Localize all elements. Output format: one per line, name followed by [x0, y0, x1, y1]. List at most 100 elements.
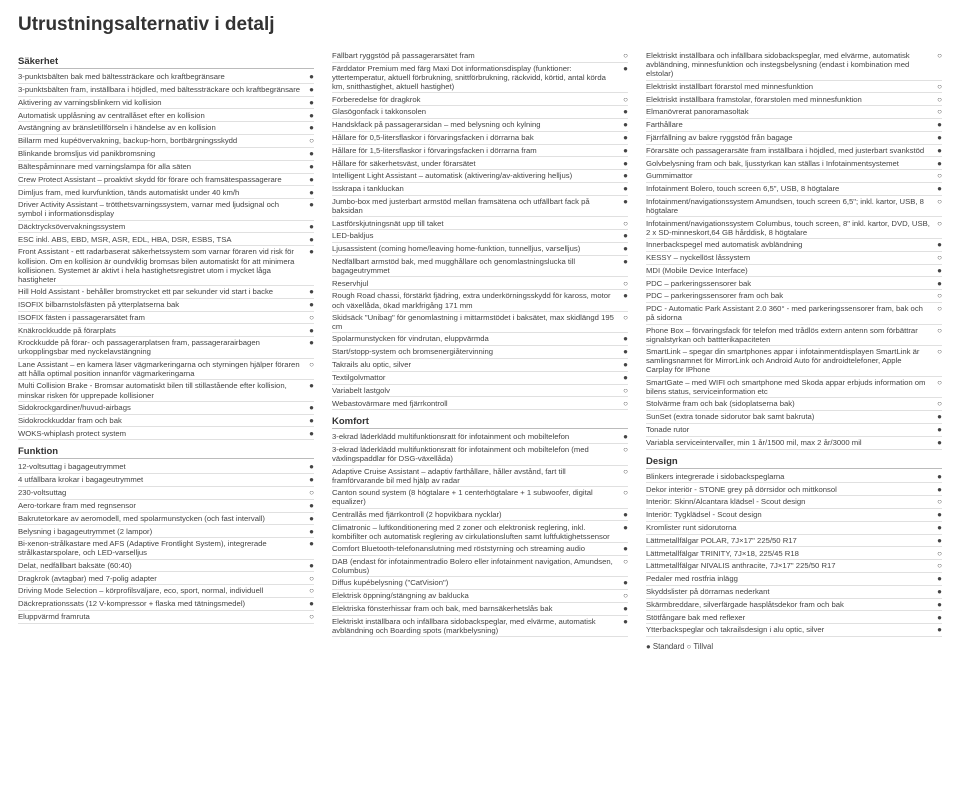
legend: ● Standard ○ Tillval [646, 642, 942, 651]
spec-label: 3-punktsbälten bak med bältessträckare o… [18, 72, 306, 81]
spec-mark: ● [620, 159, 628, 168]
spec-mark: ● [306, 599, 314, 608]
spec-mark: ● [620, 197, 628, 206]
spec-label: Kromlister runt sidorutorna [646, 523, 934, 532]
spec-label: SunSet (extra tonade sidorutor bak samt … [646, 412, 934, 421]
spec-mark: ● [620, 510, 628, 519]
spec-row: Canton sound system (8 högtalare + 1 cen… [332, 487, 628, 509]
spec-row: Infotainment/navigationssystem Columbus,… [646, 217, 942, 239]
spec-label: Nedfällbart armstöd bak, med mugghållare… [332, 257, 620, 275]
spec-mark: ● [306, 381, 314, 390]
spec-mark: ● [620, 360, 628, 369]
spec-mark: ○ [620, 591, 628, 600]
spec-label: Hill Hold Assistant - behåller bromstryc… [18, 287, 306, 296]
spec-mark: ○ [620, 557, 628, 566]
spec-row: Adaptive Cruise Assistant – adaptiv fart… [332, 466, 628, 488]
spec-row: Handskfack på passagerarsidan – med bely… [332, 119, 628, 132]
spec-label: Lättmetallfälgar TRINITY, 7J×18, 225/45 … [646, 549, 934, 558]
spec-label: Eluppvärmd framruta [18, 612, 306, 621]
spec-row: Aktivering av varningsblinkern vid kolli… [18, 97, 314, 110]
spec-label: Däckreprationssats (12 V-kompressor + fl… [18, 599, 306, 608]
spec-row: Bakrutetorkare av aeromodell, med spolar… [18, 513, 314, 526]
spec-label: Variabla serviceintervaller, min 1 år/15… [646, 438, 934, 447]
spec-label: Innerbackspegel med automatisk avbländni… [646, 240, 934, 249]
spec-label: Bi-xenon-strålkastare med AFS (Adaptive … [18, 539, 306, 557]
spec-label: Förarsäte och passagerarsäte fram instäl… [646, 146, 934, 155]
spec-row: Lastförskjutningsnät upp till taket○ [332, 217, 628, 230]
spec-mark: ● [620, 257, 628, 266]
spec-row: Skyddslister på dörrarnas nederkant● [646, 586, 942, 599]
spec-mark: ○ [306, 574, 314, 583]
spec-row: Blinkande bromsljus vid panikbromsning● [18, 148, 314, 161]
spec-row: Knäkrockkudde på förarplats● [18, 324, 314, 337]
spec-mark: ○ [306, 360, 314, 369]
spec-mark: ○ [934, 378, 942, 387]
spec-mark: ○ [934, 82, 942, 91]
spec-mark: ○ [934, 549, 942, 558]
spec-mark: ● [934, 613, 942, 622]
spec-label: Skidsäck "Unibag" för genomlastning i mi… [332, 313, 620, 331]
spec-label: MDI (Mobile Device Interface) [646, 266, 934, 275]
spec-mark: ● [934, 240, 942, 249]
spec-mark: ● [934, 412, 942, 421]
spec-label: Infotainment Bolero, touch screen 6,5", … [646, 184, 934, 193]
spec-mark: ● [934, 133, 942, 142]
spec-mark: ○ [934, 291, 942, 300]
spec-label: Automatisk upplåsning av centrallåset ef… [18, 111, 306, 120]
spec-row: Sidokrockgardiner/huvud-airbags● [18, 402, 314, 415]
spec-label: Intelligent Light Assistant – automatisk… [332, 171, 620, 180]
spec-mark: ○ [934, 347, 942, 356]
spec-label: Centrallås med fjärrkontroll (2 hopvikba… [332, 510, 620, 519]
spec-row: Elmanövrerat panoramasoltak○ [646, 106, 942, 119]
spec-row: Krockkudde på förar- och passagerarplats… [18, 337, 314, 359]
spec-row: Blinkers integrerade i sidobackspeglarna… [646, 471, 942, 484]
spec-mark: ● [306, 416, 314, 425]
spec-mark: ● [934, 279, 942, 288]
spec-row: Elektriska fönsterhissar fram och bak, m… [332, 603, 628, 616]
spec-row: SmartGate – med WIFI och smartphone med … [646, 377, 942, 399]
spec-label: 3-ekrad läderklädd multifunktionsratt fö… [332, 432, 620, 441]
spec-label: Fjärrfällning av bakre ryggstöd från bag… [646, 133, 934, 142]
spec-row: Bi-xenon-strålkastare med AFS (Adaptive … [18, 538, 314, 560]
spec-mark: ● [306, 403, 314, 412]
spec-mark: ○ [934, 326, 942, 335]
spec-row: Däckreprationssats (12 V-kompressor + fl… [18, 598, 314, 611]
spec-mark: ○ [934, 561, 942, 570]
spec-row: Textilgolvmattor● [332, 372, 628, 385]
spec-label: 4 utfällbara krokar i bagageutrymmet [18, 475, 306, 484]
spec-mark: ● [934, 600, 942, 609]
spec-row: Front Assistant - ett radarbaserat säker… [18, 246, 314, 286]
spec-row: Diffus kupébelysning ("CatVision")● [332, 577, 628, 590]
spec-label: Avstängning av bränsletillförseln i händ… [18, 123, 306, 132]
spec-row: Jumbo-box med justerbart armstöd mellan … [332, 196, 628, 218]
spec-mark: ● [934, 472, 942, 481]
spec-label: DAB (endast för infotainmentradio Bolero… [332, 557, 620, 575]
spec-mark: ● [306, 514, 314, 523]
spec-label: Ljusassistent (coming home/leaving home-… [332, 244, 620, 253]
spec-label: Farthållare [646, 120, 934, 129]
spec-row: Isskrapa i tankluckan● [332, 183, 628, 196]
spec-label: Crew Protect Assistant – proaktivt skydd… [18, 175, 306, 184]
spec-label: Elmanövrerat panoramasoltak [646, 107, 934, 116]
spec-row: Driver Activity Assistant – trötthetsvar… [18, 199, 314, 221]
spec-row: Tonade rutor● [646, 424, 942, 437]
spec-mark: ○ [934, 95, 942, 104]
section-header: Komfort [332, 416, 628, 429]
spec-label: Driving Mode Selection – körprofilsvälja… [18, 586, 306, 595]
spec-label: Canton sound system (8 högtalare + 1 cen… [332, 488, 620, 506]
spec-row: Ljusassistent (coming home/leaving home-… [332, 243, 628, 256]
spec-mark: ● [620, 146, 628, 155]
spec-label: Elektriskt inställbara framstolar, förar… [646, 95, 934, 104]
spec-label: WOKS-whiplash protect system [18, 429, 306, 438]
spec-row: Hållare för säkerhetsväst, under förarsä… [332, 157, 628, 170]
spec-label: Knäkrockkudde på förarplats [18, 326, 306, 335]
spec-label: Stötfångare bak med reflexer [646, 613, 934, 622]
spec-mark: ● [934, 184, 942, 193]
spec-mark: ● [306, 338, 314, 347]
spec-label: SmartGate – med WIFI och smartphone med … [646, 378, 934, 396]
spec-label: Förberedelse för dragkrok [332, 95, 620, 104]
spec-mark: ○ [306, 612, 314, 621]
spec-label: ESC inkl. ABS, EBD, MSR, ASR, EDL, HBA, … [18, 235, 306, 244]
spec-row: Sidokrockkuddar fram och bak● [18, 415, 314, 428]
spec-label: Krockkudde på förar- och passagerarplats… [18, 338, 306, 356]
